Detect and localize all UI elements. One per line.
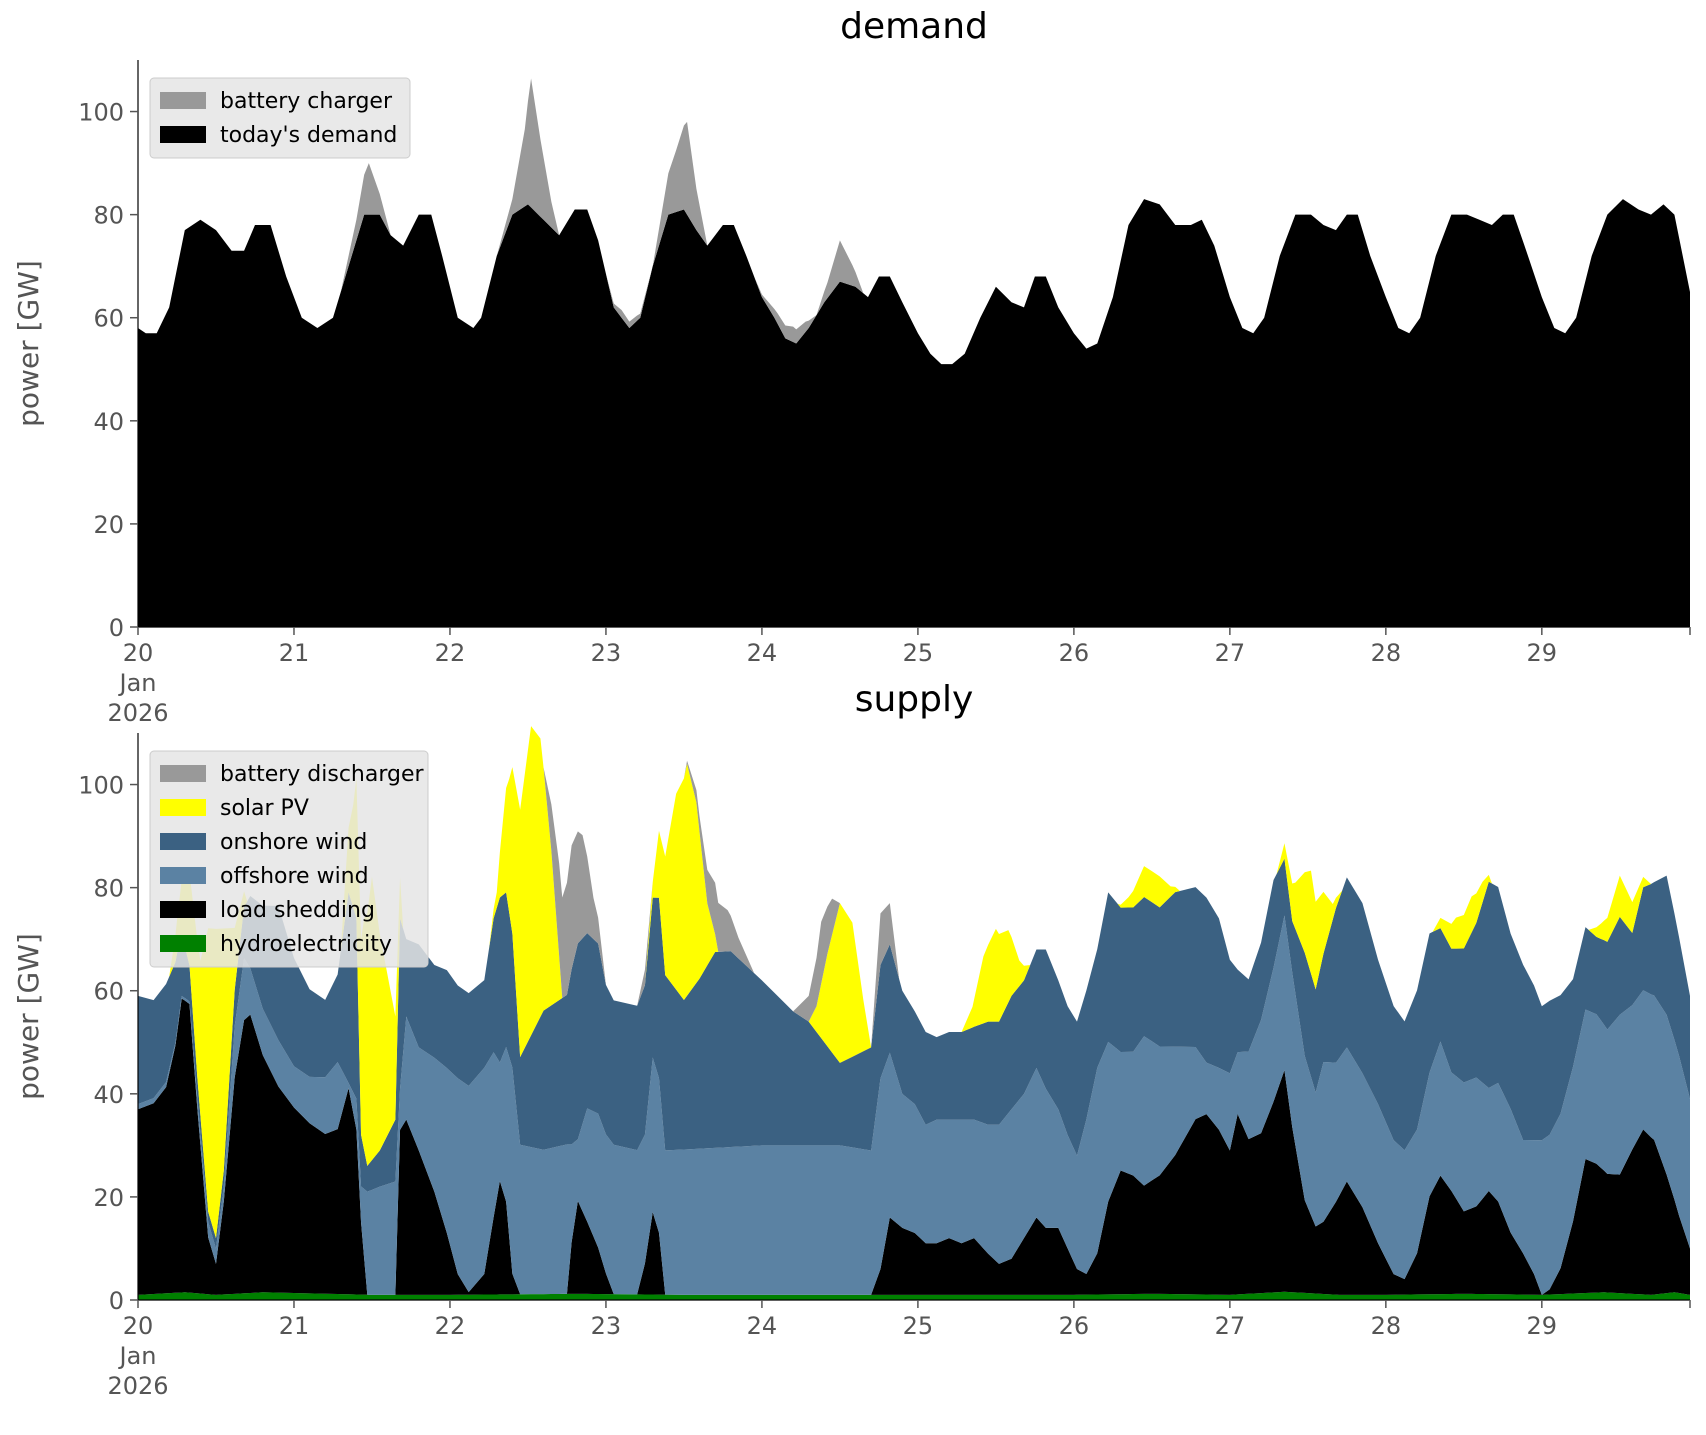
legend-label: battery charger	[220, 89, 393, 114]
y-axis-label: power [GW]	[12, 260, 45, 427]
y-tick-label: 80	[93, 875, 124, 903]
area-series-solar-pv	[138, 726, 1690, 1239]
legend-label: battery discharger	[220, 762, 425, 787]
legend-label: load shedding	[220, 898, 375, 923]
x-tick-label: 28	[1371, 1312, 1402, 1340]
legend-label: onshore wind	[220, 830, 367, 855]
legend-swatch	[160, 799, 206, 816]
x-tick-sublabel-year: 2026	[107, 699, 168, 727]
x-tick-label: 22	[435, 639, 466, 667]
y-tick-label: 20	[93, 511, 124, 539]
x-tick-label: 24	[747, 639, 778, 667]
x-tick-label: 26	[1059, 639, 1090, 667]
area-series-onshore-wind	[138, 858, 1690, 1249]
legend-swatch	[160, 92, 206, 109]
x-tick-sublabel-month: Jan	[118, 1342, 157, 1370]
x-tick-label: 21	[279, 1312, 310, 1340]
legend-swatch	[160, 935, 206, 952]
legend-swatch	[160, 765, 206, 782]
y-tick-label: 20	[93, 1184, 124, 1212]
x-tick-label: 20	[123, 639, 154, 667]
x-tick-label: 25	[903, 639, 934, 667]
x-tick-label: 20	[123, 1312, 154, 1340]
x-tick-label: 27	[1215, 639, 1246, 667]
y-tick-label: 100	[78, 772, 124, 800]
x-tick-sublabel-month: Jan	[118, 669, 157, 697]
y-tick-label: 0	[109, 614, 124, 642]
area-series-hydroelectricity	[138, 1291, 1690, 1300]
area-series-load-shedding	[138, 998, 1690, 1295]
x-tick-label: 24	[747, 1312, 778, 1340]
chart-title: supply	[855, 679, 974, 720]
x-tick-label: 25	[903, 1312, 934, 1340]
legend-label: offshore wind	[220, 864, 369, 889]
y-tick-label: 0	[109, 1287, 124, 1315]
x-tick-sublabel-year: 2026	[107, 1372, 168, 1400]
x-tick-label: 26	[1059, 1312, 1090, 1340]
x-tick-label: 29	[1527, 639, 1558, 667]
legend-swatch	[160, 833, 206, 850]
chart-title: demand	[840, 6, 988, 47]
area-series-offshore-wind	[138, 915, 1690, 1295]
legend-label: hydroelectricity	[220, 932, 392, 957]
x-tick-label: 28	[1371, 639, 1402, 667]
y-axis-label: power [GW]	[12, 933, 45, 1100]
legend-swatch	[160, 901, 206, 918]
x-tick-label: 21	[279, 639, 310, 667]
x-tick-label: 27	[1215, 1312, 1246, 1340]
legend-swatch	[160, 126, 206, 143]
legend-swatch	[160, 867, 206, 884]
y-tick-label: 80	[93, 202, 124, 230]
y-tick-label: 60	[93, 305, 124, 333]
legend-label: solar PV	[220, 796, 309, 821]
area-series-battery-charger	[138, 78, 1690, 365]
legend-box	[149, 77, 411, 159]
legend-label: today's demand	[220, 123, 397, 148]
y-tick-label: 40	[93, 1081, 124, 1109]
area-series-today-s-demand	[138, 199, 1690, 627]
x-tick-label: 23	[591, 639, 622, 667]
x-tick-label: 23	[591, 1312, 622, 1340]
y-tick-label: 40	[93, 408, 124, 436]
y-tick-label: 60	[93, 978, 124, 1006]
legend-box	[149, 750, 429, 968]
x-tick-label: 29	[1527, 1312, 1558, 1340]
y-tick-label: 100	[78, 99, 124, 127]
x-tick-label: 22	[435, 1312, 466, 1340]
